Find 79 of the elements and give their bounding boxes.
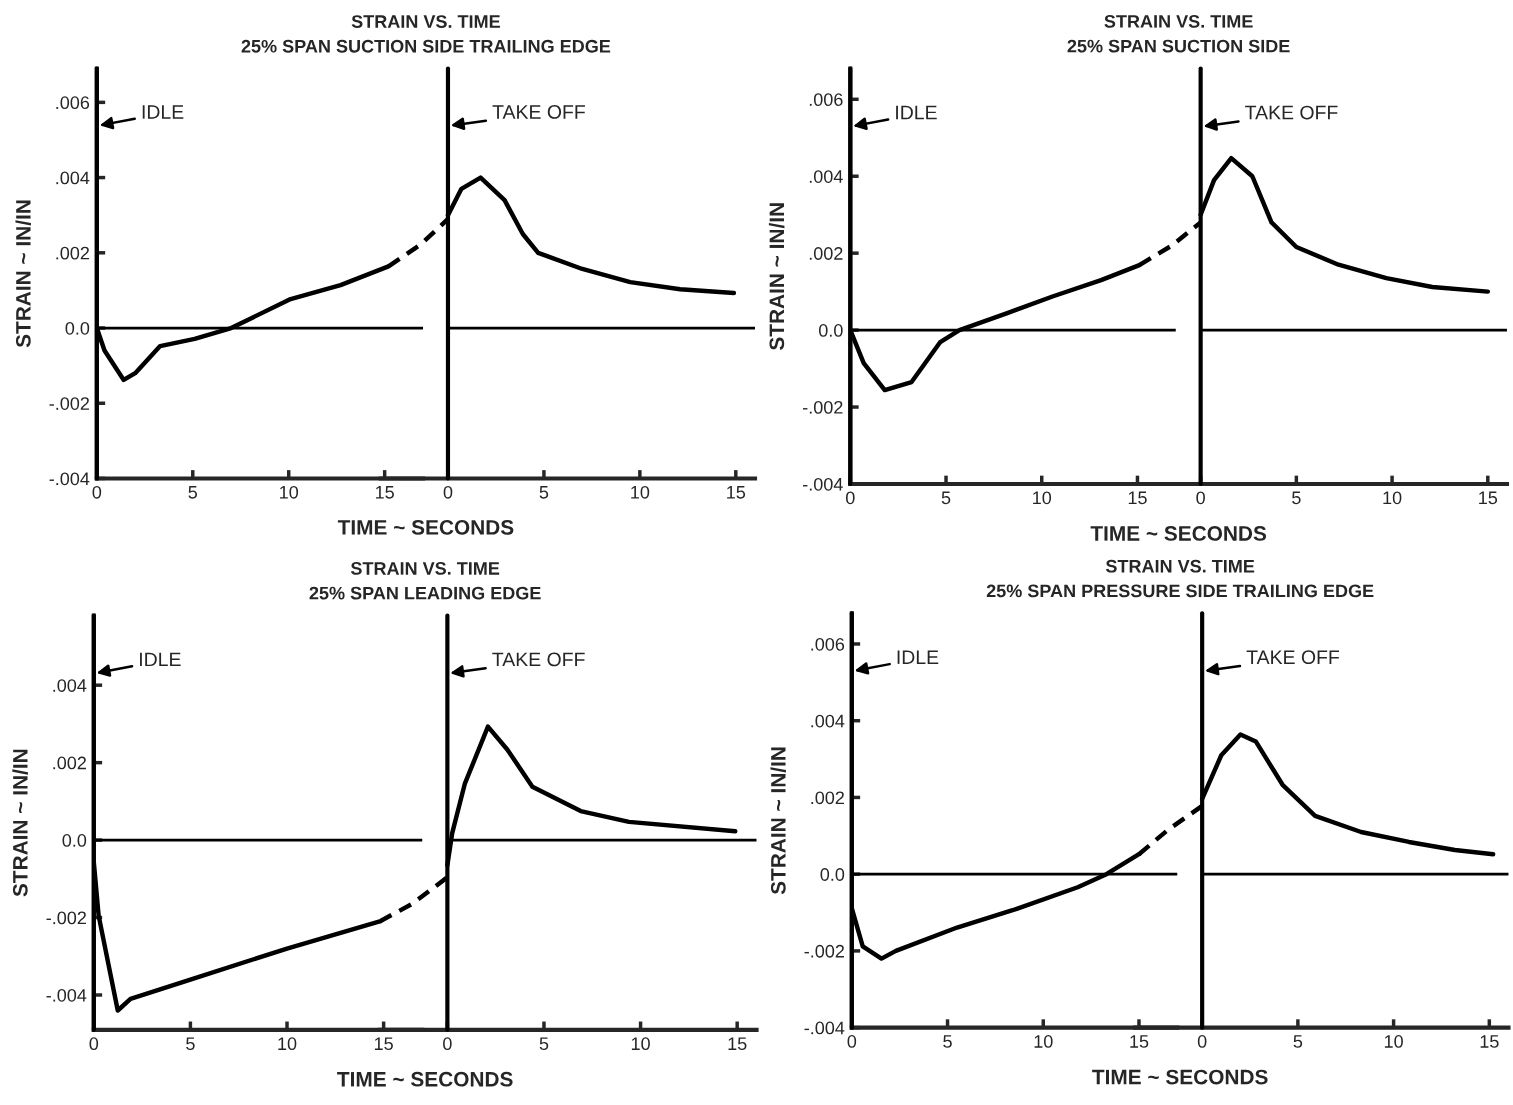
x-tick-label: 10 [280, 485, 299, 499]
x-tick-label: 0 [1197, 1035, 1207, 1048]
y-tick-label: -.004 [804, 1021, 845, 1035]
y-tick-label: 0.0 [65, 321, 90, 335]
x-tick-label: 0 [845, 491, 855, 505]
ref-line-label: IDLE [142, 105, 184, 119]
chart-title: STRAIN VS. TIME [351, 15, 500, 28]
x-tick-label: 10 [1383, 491, 1402, 505]
ref-line-label: TAKE OFF [492, 105, 585, 119]
x-tick-label: 5 [1292, 491, 1301, 505]
y-tick-label: .002 [56, 246, 89, 260]
y-axis-title: STRAIN ~ IN/IN [15, 200, 31, 348]
chart-title: STRAIN VS. TIME [350, 562, 500, 575]
y-tick-label: .002 [809, 247, 843, 260]
x-tick-label: 0 [92, 485, 102, 499]
y-tick-label: -.002 [804, 944, 844, 958]
y-tick-label: -.004 [49, 472, 90, 486]
x-tick-label: 15 [727, 486, 746, 499]
y-tick-label: -.004 [46, 988, 87, 1002]
ref-line-label: TAKE OFF [1246, 650, 1340, 665]
x-tick-label: 15 [374, 1037, 393, 1051]
y-tick-label: 0.0 [820, 868, 845, 881]
x-axis-title: TIME ~ SECONDS [1090, 526, 1267, 541]
x-axis-title: TIME ~ SECONDS [337, 520, 514, 535]
y-tick-label: .004 [56, 171, 90, 185]
y-tick-label: -.002 [46, 911, 86, 925]
y-tick-label: 0.0 [818, 324, 843, 337]
y-tick-label: .002 [811, 791, 844, 805]
x-axis-title: TIME ~ SECONDS [1092, 1069, 1268, 1085]
y-axis-title: STRAIN ~ IN/IN [12, 749, 28, 897]
x-tick-label: 5 [186, 1037, 195, 1051]
ref-line-label: IDLE [896, 105, 937, 120]
y-tick-label: .004 [811, 714, 845, 728]
ref-line-label: IDLE [140, 652, 181, 667]
y-tick-label: .004 [53, 679, 87, 692]
chart-subtitle: 25% SPAN PRESSURE SIDE TRAILING EDGE [986, 584, 1374, 598]
y-tick-label: .006 [811, 637, 845, 651]
y-tick-label: .004 [809, 170, 843, 183]
ref-line-label: TAKE OFF [1245, 105, 1338, 120]
x-tick-label: 10 [631, 1037, 650, 1051]
y-axis-title: STRAIN ~ IN/IN [768, 203, 785, 351]
x-tick-label: 0 [443, 1037, 452, 1051]
x-tick-label: 0 [89, 1037, 99, 1051]
x-tick-label: 15 [1128, 491, 1147, 505]
y-tick-label: -.004 [803, 477, 843, 491]
x-tick-label: 10 [1034, 1035, 1053, 1048]
chart-subtitle: 25% SPAN SUCTION SIDE TRAILING EDGE [241, 39, 611, 53]
x-tick-label: 15 [728, 1037, 747, 1051]
y-tick-label: -.002 [803, 400, 843, 414]
x-tick-label: 5 [188, 486, 198, 499]
ref-line-label: IDLE [897, 650, 939, 664]
y-tick-label: .006 [56, 96, 90, 110]
chart-subtitle: 25% SPAN LEADING EDGE [309, 586, 541, 600]
y-axis-title: STRAIN ~ IN/IN [770, 747, 786, 895]
x-axis-title: TIME ~ SECONDS [337, 1071, 513, 1087]
x-tick-label: 15 [375, 486, 394, 499]
x-tick-label: 0 [847, 1035, 857, 1048]
x-tick-label: 5 [941, 491, 951, 505]
x-tick-label: 5 [943, 1035, 952, 1048]
x-tick-label: 10 [631, 485, 650, 499]
chart-title: STRAIN VS. TIME [1105, 559, 1255, 573]
chart-title: STRAIN VS. TIME [1104, 15, 1253, 28]
x-tick-label: 15 [1479, 491, 1498, 505]
x-tick-label: 5 [1293, 1035, 1303, 1048]
ref-line-label: TAKE OFF [492, 652, 585, 667]
x-tick-label: 0 [1196, 491, 1205, 505]
x-tick-label: 15 [1480, 1035, 1499, 1048]
x-tick-label: 5 [539, 1037, 549, 1051]
y-tick-label: .002 [53, 756, 86, 770]
y-tick-label: .006 [809, 93, 843, 107]
chart-subtitle: 25% SPAN SUCTION SIDE [1067, 39, 1290, 53]
x-tick-label: 0 [443, 485, 453, 499]
x-tick-label: 5 [539, 486, 549, 499]
y-tick-label: -.002 [49, 397, 89, 410]
x-tick-label: 10 [1384, 1035, 1403, 1048]
y-tick-label: 0.0 [62, 834, 87, 847]
x-tick-label: 10 [278, 1037, 297, 1051]
x-tick-label: 10 [1033, 491, 1052, 505]
x-tick-label: 15 [1130, 1035, 1149, 1048]
